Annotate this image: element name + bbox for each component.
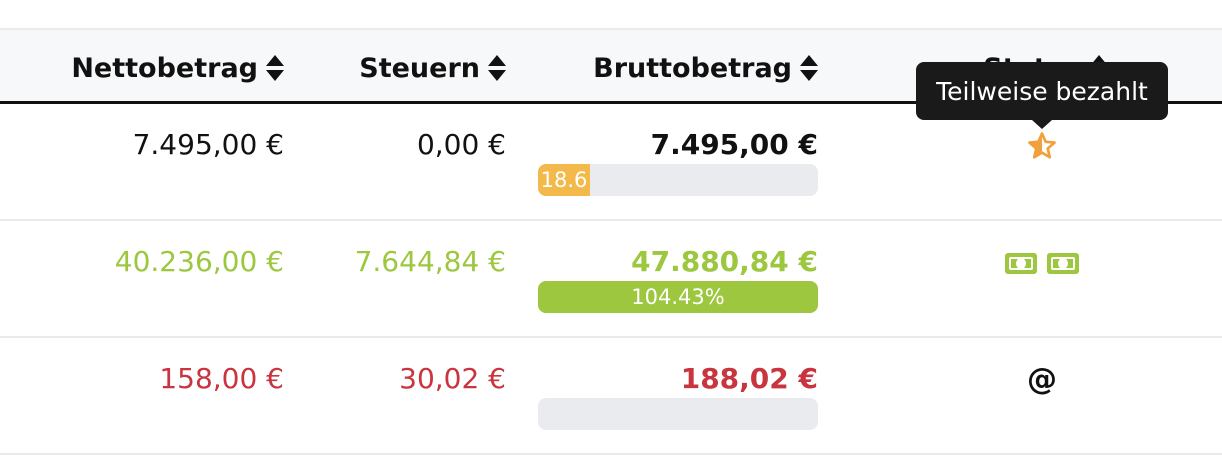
progress-fill: 18.6	[538, 164, 591, 196]
column-header-brutto-label: Bruttobetrag	[593, 52, 792, 84]
tooltip-text: Teilweise bezahlt	[936, 76, 1148, 106]
at-sign-icon: @	[1027, 362, 1057, 397]
payment-progress-bar: 104.43%	[538, 281, 818, 313]
tax-amount: 0,00 €	[416, 128, 506, 161]
netto-amount: 7.495,00 €	[132, 128, 284, 161]
tooltip-arrow	[1032, 120, 1052, 129]
money-bill-icon	[1005, 252, 1037, 274]
table-row[interactable]: 40.236,00 € 7.644,84 € 47.880,84 €104.43%	[0, 221, 1222, 338]
sort-icon[interactable]	[488, 54, 506, 82]
gross-amount: 47.880,84 €	[631, 245, 818, 278]
netto-amount: 158,00 €	[159, 362, 284, 395]
column-header-netto[interactable]: Nettobetrag	[71, 30, 284, 106]
gross-amount: 188,02 €	[680, 362, 818, 395]
column-header-netto-label: Nettobetrag	[71, 52, 258, 84]
netto-amount: 40.236,00 €	[114, 245, 284, 278]
table-body: 7.495,00 € 0,00 € 7.495,00 € 18.6 40.236,00 …	[0, 104, 1222, 455]
gross-amount: 7.495,00 €	[650, 128, 818, 161]
half-star-icon	[1028, 132, 1056, 159]
column-header-steuern-label: Steuern	[359, 52, 480, 84]
payment-progress-bar	[538, 398, 818, 430]
status-tooltip: Teilweise bezahlt	[916, 62, 1168, 120]
sort-icon[interactable]	[266, 54, 284, 82]
tax-amount: 30,02 €	[399, 362, 506, 395]
status-cell: @	[960, 360, 1124, 400]
column-header-brutto[interactable]: Bruttobetrag	[593, 30, 818, 106]
invoice-table: Nettobetrag Steuern Bruttobetrag Status …	[0, 28, 1222, 455]
table-row[interactable]: 158,00 € 30,02 € 188,02 € @	[0, 338, 1222, 455]
status-cell	[960, 126, 1124, 166]
column-header-steuern[interactable]: Steuern	[359, 30, 506, 106]
status-cell	[960, 243, 1124, 283]
payment-progress-bar: 18.6	[538, 164, 818, 196]
table-row[interactable]: 7.495,00 € 0,00 € 7.495,00 € 18.6	[0, 104, 1222, 221]
progress-fill: 104.43%	[538, 281, 818, 313]
sort-icon[interactable]	[800, 54, 818, 82]
tax-amount: 7.644,84 €	[354, 245, 506, 278]
money-bill-icon	[1047, 252, 1079, 274]
